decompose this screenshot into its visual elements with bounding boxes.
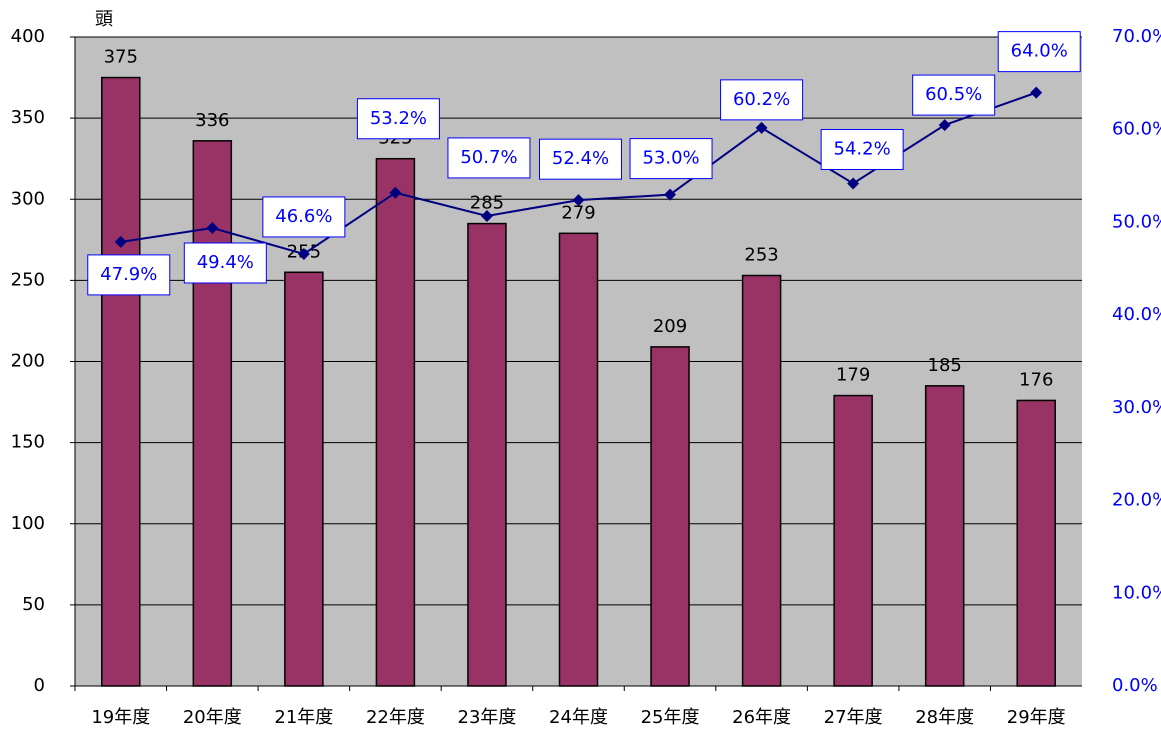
y2-tick-label: 70.0% [1112,26,1161,47]
y2-tick-label: 50.0% [1112,211,1161,232]
value-label-box [820,128,904,170]
bar-value-label: 279 [561,202,595,223]
line-marker [206,221,219,234]
y-tick-label: 400 [11,26,45,47]
line-value-label: 52.4% [552,148,609,169]
line-marker [572,194,585,207]
bar [833,394,873,687]
value-label-box [629,138,713,180]
line-value-label: 47.9% [100,264,157,285]
line-marker [755,121,768,134]
value-label-box [183,242,267,284]
line-value-label: 64.0% [1011,41,1068,62]
x-tick-label: 25年度 [641,707,700,728]
bar [650,346,690,687]
x-tick-label: 20年度 [183,707,242,728]
value-label-box [262,196,346,238]
y-tick-label: 200 [11,351,45,372]
x-tick-label: 22年度 [366,707,425,728]
x-tick-label: 27年度 [824,707,883,728]
x-tick-label: 24年度 [549,707,608,728]
y2-tick-label: 20.0% [1112,490,1161,511]
value-label-box [87,254,171,296]
line-value-label: 60.2% [733,89,790,110]
line-value-label: 53.0% [642,148,699,169]
line-value-label: 54.2% [834,138,891,159]
value-label-box [447,137,531,179]
y2-tick-label: 40.0% [1112,304,1161,325]
y-tick-label: 250 [11,269,45,290]
bar-value-label: 253 [744,245,778,266]
line-value-label: 53.2% [370,108,427,129]
bar [284,271,324,687]
bar-value-label: 375 [104,47,138,68]
line-value-label: 49.4% [197,252,254,273]
bar-value-label: 185 [928,355,962,376]
line-value-label: 50.7% [460,147,517,168]
x-tick-label: 28年度 [915,707,974,728]
value-label-box [997,31,1081,73]
y2-tick-label: 0.0% [1112,675,1158,696]
x-tick-label: 26年度 [732,707,791,728]
x-tick-label: 23年度 [458,707,517,728]
y-tick-label: 100 [11,513,45,534]
x-tick-label: 29年度 [1007,707,1066,728]
value-label-box [539,138,622,180]
y-axis-label: 頭 [95,9,113,30]
y-tick-label: 0 [34,675,45,696]
bar-value-label: 176 [1019,369,1053,390]
bar [1016,399,1056,687]
value-label-box [720,79,804,121]
y2-tick-label: 60.0% [1112,119,1161,140]
line-marker [480,209,493,222]
bar-value-label: 179 [836,365,870,386]
bar-value-label: 285 [470,193,504,214]
y-tick-label: 300 [11,188,45,209]
line-marker [664,188,677,201]
line-marker [297,247,310,260]
value-label-box [912,74,996,116]
bar [741,274,782,687]
x-tick-label: 21年度 [274,707,333,728]
y-tick-label: 350 [11,107,45,128]
y-tick-label: 50 [22,594,45,615]
value-label-box [356,98,440,140]
bar-value-label: 209 [653,316,687,337]
y-tick-label: 150 [11,432,45,453]
bar [924,385,965,687]
bar [375,157,416,687]
x-tick-label: 19年度 [91,707,150,728]
bar [101,76,141,687]
line-marker [114,235,127,248]
y2-tick-label: 10.0% [1112,582,1161,603]
line-marker [847,177,860,190]
bar [467,222,507,687]
y2-tick-label: 30.0% [1112,397,1161,418]
line-value-label: 46.6% [275,206,332,227]
line-marker [389,186,402,199]
line-value-label: 60.5% [925,84,982,105]
bar [558,232,599,687]
bar-value-label: 336 [195,110,229,131]
line-marker [1030,86,1043,99]
line-marker [938,119,951,132]
